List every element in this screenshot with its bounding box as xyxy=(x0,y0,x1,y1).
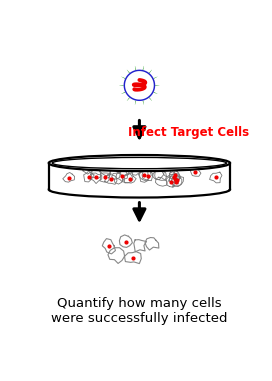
Polygon shape xyxy=(127,98,130,101)
Text: Infect Target Cells: Infect Target Cells xyxy=(128,126,249,139)
Polygon shape xyxy=(149,70,152,73)
Polygon shape xyxy=(123,70,155,101)
Polygon shape xyxy=(121,77,125,79)
Polygon shape xyxy=(143,101,144,105)
Ellipse shape xyxy=(49,155,230,171)
Polygon shape xyxy=(149,98,152,101)
Polygon shape xyxy=(121,92,125,94)
Polygon shape xyxy=(119,85,123,86)
Polygon shape xyxy=(153,77,157,79)
Polygon shape xyxy=(153,92,157,94)
Polygon shape xyxy=(135,66,136,70)
Text: Quantify how many cells
were successfully infected: Quantify how many cells were successfull… xyxy=(51,297,228,325)
Ellipse shape xyxy=(49,181,230,197)
Polygon shape xyxy=(125,71,154,99)
Polygon shape xyxy=(49,163,230,189)
Polygon shape xyxy=(127,70,130,73)
Polygon shape xyxy=(143,66,144,70)
Polygon shape xyxy=(155,85,159,86)
Polygon shape xyxy=(135,101,136,105)
